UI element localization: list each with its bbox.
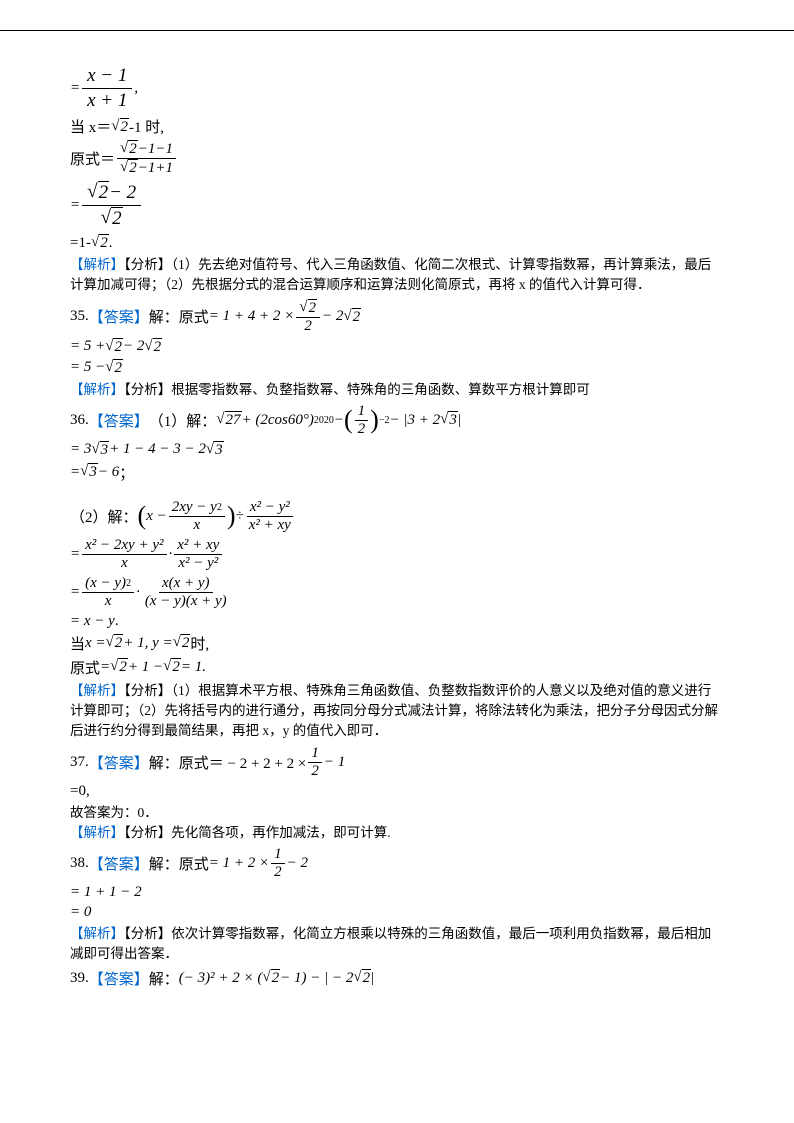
equation-line: = √2 − 2 √2 [70,180,724,231]
q38-line2: = 1 + 1 − 2 [70,884,724,901]
text: 当 x＝ [70,116,111,137]
q38-line3: = 0 [70,904,724,921]
q38-line1: 38. 【答案】 解：原式 = 1 + 2 × 12 − 2 [70,846,724,881]
sqrt: √2 [111,118,129,136]
q36-2-line5: 当 x = √2 + 1, y = √2 时, [70,633,724,654]
analysis-text: 【解析】【分析】（1）先去绝对值符号、代入三角函数值、化简二次根式、计算零指数幂… [70,255,724,296]
eq-text: = [70,80,80,97]
q36-2-line6: 原式 = √2 + 1 − √2 = 1. [70,657,724,678]
numerator: √2−1−1 [117,140,176,159]
q36-line3: = √3 − 6； [70,462,724,483]
denominator: √2−1+1 [117,159,176,177]
q36-2-line1: （2）解： ( x − 2xy − y2x ) ÷ x² − y²x² + xy [70,499,724,534]
equation-line: = x − 1 x + 1 , [70,64,724,113]
fraction: √2 − 2 √2 [82,180,141,231]
text: . [109,235,113,252]
analysis-36: 【解析】【分析】（1）根据算术平方根、特殊角三角函数值、负整数指数评价的人意义以… [70,681,724,742]
eq-text: = [70,197,80,214]
expr: − 2 [322,308,343,325]
q35-line2: = 5 + √2 − 2 √2 [70,338,724,356]
text: 原式＝ [70,148,115,169]
text: =1- [70,235,91,252]
fraction: √2−1−1 √2−1+1 [117,140,176,177]
analysis-35: 【解析】【分析】根据零指数幂、负整指数幂、特殊角的三角函数、算数平方根计算即可 [70,380,724,400]
bunseki-label: 【分析】 [124,257,171,272]
analysis-label: 【解析】 [70,257,124,272]
analysis-38: 【解析】【分析】依次计算零指数幂，化简立方根乘以特殊的三角函数值，最后一项利用负… [70,924,724,965]
sqrt: √2 [91,234,109,252]
numerator: √2 − 2 [82,180,141,206]
numerator: x − 1 [82,64,132,89]
q36-line1: 36. 【答案】 （1）解： √27 + (2cos60°)2020 − ( 1… [70,403,724,438]
denominator: √2 [96,206,128,231]
q37-line2: =0, [70,783,724,800]
sqrt: √2 [343,308,361,326]
fraction: x − 1 x + 1 [82,64,132,113]
q36-2-line3: = (x − y)2x · x(x + y)(x − y)(x + y) [70,575,724,610]
analysis-37: 【解析】【分析】先化简各项，再作加减法，即可计算. [70,823,724,843]
text: -1 时, [129,116,164,137]
q37-line1: 37. 【答案】 解：原式＝ − 2 + 2 + 2 × 12 − 1 [70,745,724,780]
text: 解：原式 [149,306,209,327]
answer-label: 【答案】 [89,306,149,327]
expr: = 1 + 4 + 2 × [209,308,295,325]
q39-line1: 39. 【答案】 解： (− 3)² + 2 × ( √2 − 1) − | −… [70,968,724,989]
qnum: 35. [70,308,89,325]
q37-line3: 故答案为：0． [70,803,724,823]
punct: , [134,80,138,97]
document-page: = x − 1 x + 1 , 当 x＝ √2 -1 时, 原式＝ √2−1−1… [0,30,794,1032]
fraction: √2 2 [296,299,320,335]
q36-2-line2: = x² − 2xy + y²x · x² + xyx² − y² [70,537,724,572]
q36-2-line4: = x − y. [70,613,724,630]
q35-line3: = 5 − √2 [70,359,724,377]
equation-line: 原式＝ √2−1−1 √2−1+1 [70,140,724,177]
equation-line: =1- √2 . [70,234,724,252]
q35-line1: 35. 【答案】 解：原式 = 1 + 4 + 2 × √2 2 − 2 √2 [70,299,724,335]
denominator: x + 1 [82,89,132,113]
q36-line2: = 3 √3 + 1 − 4 − 3 − 2 √3 [70,441,724,459]
equation-line: 当 x＝ √2 -1 时, [70,116,724,137]
